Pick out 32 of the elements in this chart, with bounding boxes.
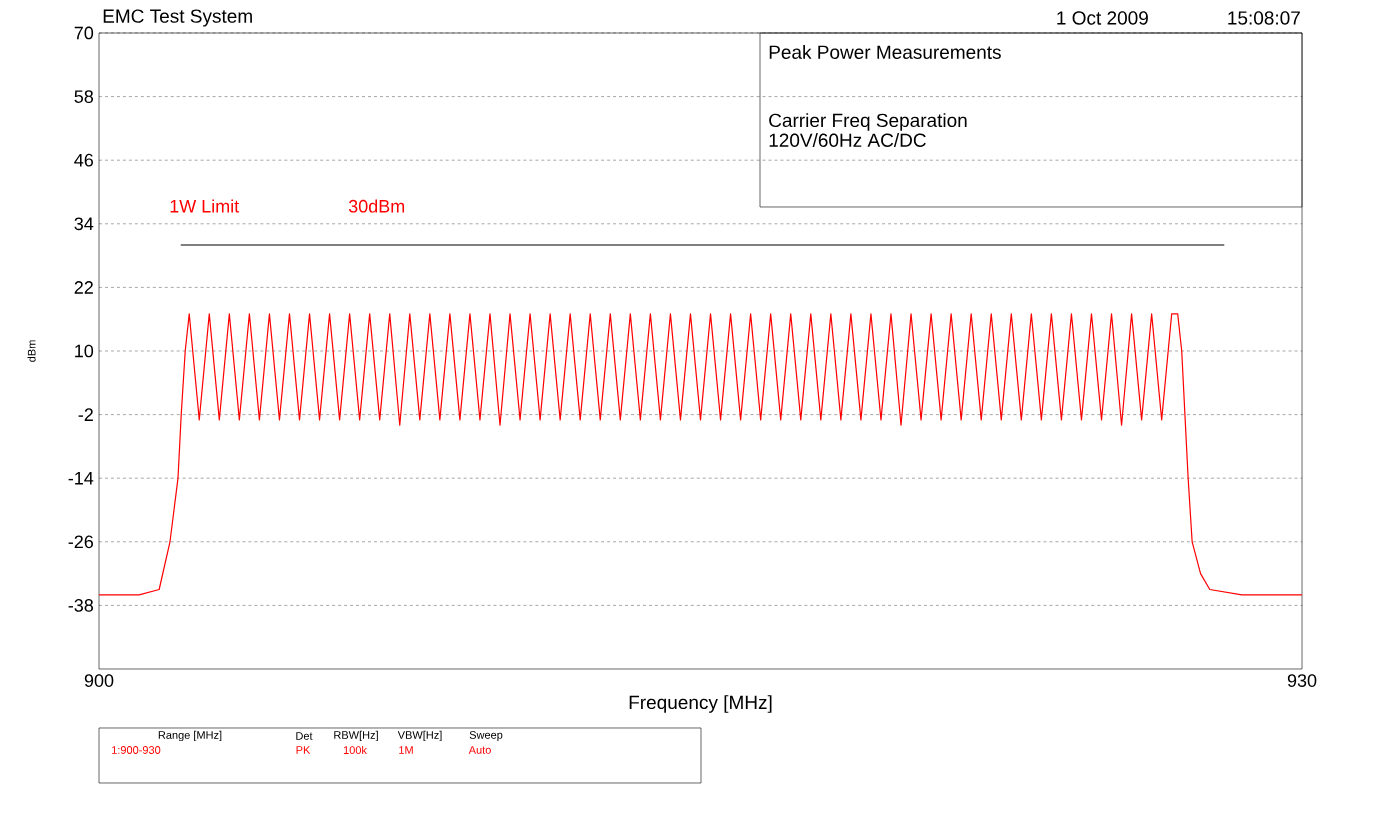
x-axis-title: Frequency [MHz]	[629, 695, 772, 713]
text: 1:900-930	[112, 746, 161, 754]
text: 100k	[343, 745, 367, 755]
x-tick-label: 900	[84, 674, 114, 687]
text: 1 Oct 2009	[1057, 11, 1148, 25]
annotation: Carrier Freq Separation	[769, 113, 967, 131]
x-tick-label: 930	[1287, 674, 1317, 687]
y-tick-label: -26	[68, 535, 94, 549]
y-tick-label: -38	[68, 599, 94, 612]
y-tick-label: 46	[74, 153, 94, 167]
text: Det	[296, 732, 313, 740]
text: 15:08:07	[1228, 11, 1300, 25]
y-tick-label: 34	[74, 217, 94, 231]
y-tick-label: 22	[74, 281, 93, 294]
text: RBW[Hz]	[334, 730, 378, 742]
text: Sweep	[469, 731, 503, 741]
y-tick-label: -2	[78, 408, 93, 421]
y-tick-label: 58	[74, 90, 94, 103]
annotation: 1W Limit	[170, 199, 240, 213]
chart-title: EMC Test System	[103, 9, 252, 27]
y-tick-label: 10	[75, 344, 94, 358]
y-axis-title: dBm	[27, 340, 36, 362]
y-tick-label: -14	[68, 472, 94, 485]
text: Range [MHz]	[158, 730, 222, 742]
text: Auto	[468, 746, 491, 754]
annotation: Peak Power Measurements	[769, 45, 1001, 59]
annotation: 120V/60Hz AC/DC	[769, 133, 926, 147]
text: VBW[Hz]	[397, 730, 442, 742]
text: 1M	[399, 746, 413, 754]
annotation: 30dBm	[348, 199, 405, 213]
text: PK	[296, 746, 311, 754]
y-tick-label: 70	[74, 26, 94, 40]
